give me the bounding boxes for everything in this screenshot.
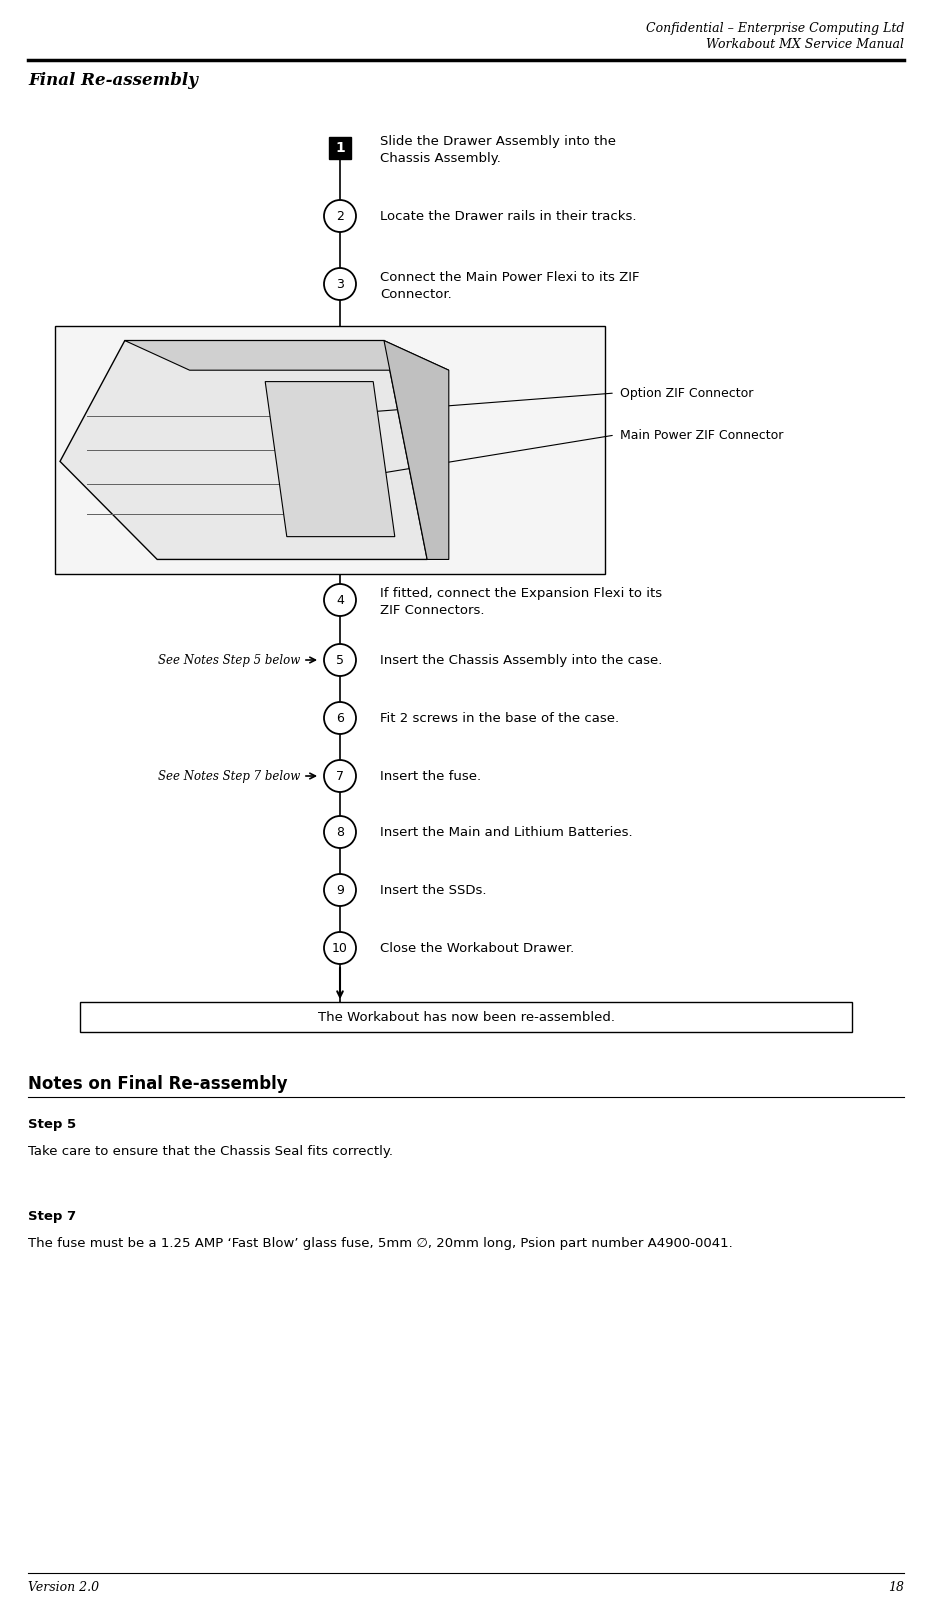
Text: Connect the Main Power Flexi to its ZIF: Connect the Main Power Flexi to its ZIF (380, 270, 639, 283)
Text: See Notes Step 7 below: See Notes Step 7 below (158, 769, 300, 782)
Text: Workabout MX Service Manual: Workabout MX Service Manual (706, 39, 904, 51)
Bar (55, 327, 605, 574)
Text: See Notes Step 5 below: See Notes Step 5 below (158, 653, 300, 666)
Circle shape (324, 269, 356, 299)
Circle shape (324, 759, 356, 792)
Text: Close the Workabout Drawer.: Close the Workabout Drawer. (380, 941, 574, 954)
Text: If fitted, connect the Expansion Flexi to its: If fitted, connect the Expansion Flexi t… (380, 587, 662, 600)
Circle shape (324, 200, 356, 232)
Text: Final Re-assembly: Final Re-assembly (28, 72, 198, 88)
Text: Step 5: Step 5 (28, 1118, 76, 1131)
Text: Option ZIF Connector: Option ZIF Connector (620, 386, 753, 399)
Circle shape (324, 874, 356, 906)
Text: Version 2.0: Version 2.0 (28, 1582, 99, 1595)
Text: Confidential – Enterprise Computing Ltd: Confidential – Enterprise Computing Ltd (646, 23, 904, 35)
Text: 5: 5 (336, 653, 344, 666)
Circle shape (324, 644, 356, 676)
Text: Connector.: Connector. (380, 288, 452, 301)
Text: Take care to ensure that the Chassis Seal fits correctly.: Take care to ensure that the Chassis Sea… (28, 1146, 393, 1158)
Text: Slide the Drawer Assembly into the: Slide the Drawer Assembly into the (380, 135, 616, 148)
Text: Insert the Main and Lithium Batteries.: Insert the Main and Lithium Batteries. (380, 825, 633, 838)
Circle shape (324, 816, 356, 848)
Text: 7: 7 (336, 769, 344, 782)
Text: Insert the Chassis Assembly into the case.: Insert the Chassis Assembly into the cas… (380, 653, 663, 666)
Bar (80, 1002, 852, 1031)
Text: Chassis Assembly.: Chassis Assembly. (380, 151, 500, 164)
Circle shape (324, 702, 356, 734)
Text: The fuse must be a 1.25 AMP ‘Fast Blow’ glass fuse, 5mm ∅, 20mm long, Psion part: The fuse must be a 1.25 AMP ‘Fast Blow’ … (28, 1237, 733, 1250)
Text: 4: 4 (336, 594, 344, 607)
Bar (329, 137, 351, 159)
Text: ZIF Connectors.: ZIF Connectors. (380, 603, 485, 616)
Text: Notes on Final Re-assembly: Notes on Final Re-assembly (28, 1075, 288, 1093)
Polygon shape (125, 341, 449, 370)
Circle shape (324, 584, 356, 616)
Text: 18: 18 (888, 1582, 904, 1595)
Text: Fit 2 screws in the base of the case.: Fit 2 screws in the base of the case. (380, 711, 619, 724)
Polygon shape (384, 341, 449, 560)
Text: Main Power ZIF Connector: Main Power ZIF Connector (620, 428, 784, 441)
Text: 2: 2 (336, 209, 344, 222)
Text: 10: 10 (332, 941, 348, 954)
Text: Insert the SSDs.: Insert the SSDs. (380, 883, 487, 896)
Text: Insert the fuse.: Insert the fuse. (380, 769, 481, 782)
Text: Step 7: Step 7 (28, 1210, 76, 1223)
Text: 3: 3 (336, 277, 344, 291)
Polygon shape (266, 381, 395, 537)
Text: 9: 9 (336, 883, 344, 896)
Polygon shape (60, 341, 427, 560)
Text: The Workabout has now been re-assembled.: The Workabout has now been re-assembled. (318, 1010, 614, 1023)
Text: Locate the Drawer rails in their tracks.: Locate the Drawer rails in their tracks. (380, 209, 637, 222)
Circle shape (324, 932, 356, 964)
Text: 8: 8 (336, 825, 344, 838)
Text: 1: 1 (336, 142, 345, 154)
Text: 6: 6 (336, 711, 344, 724)
